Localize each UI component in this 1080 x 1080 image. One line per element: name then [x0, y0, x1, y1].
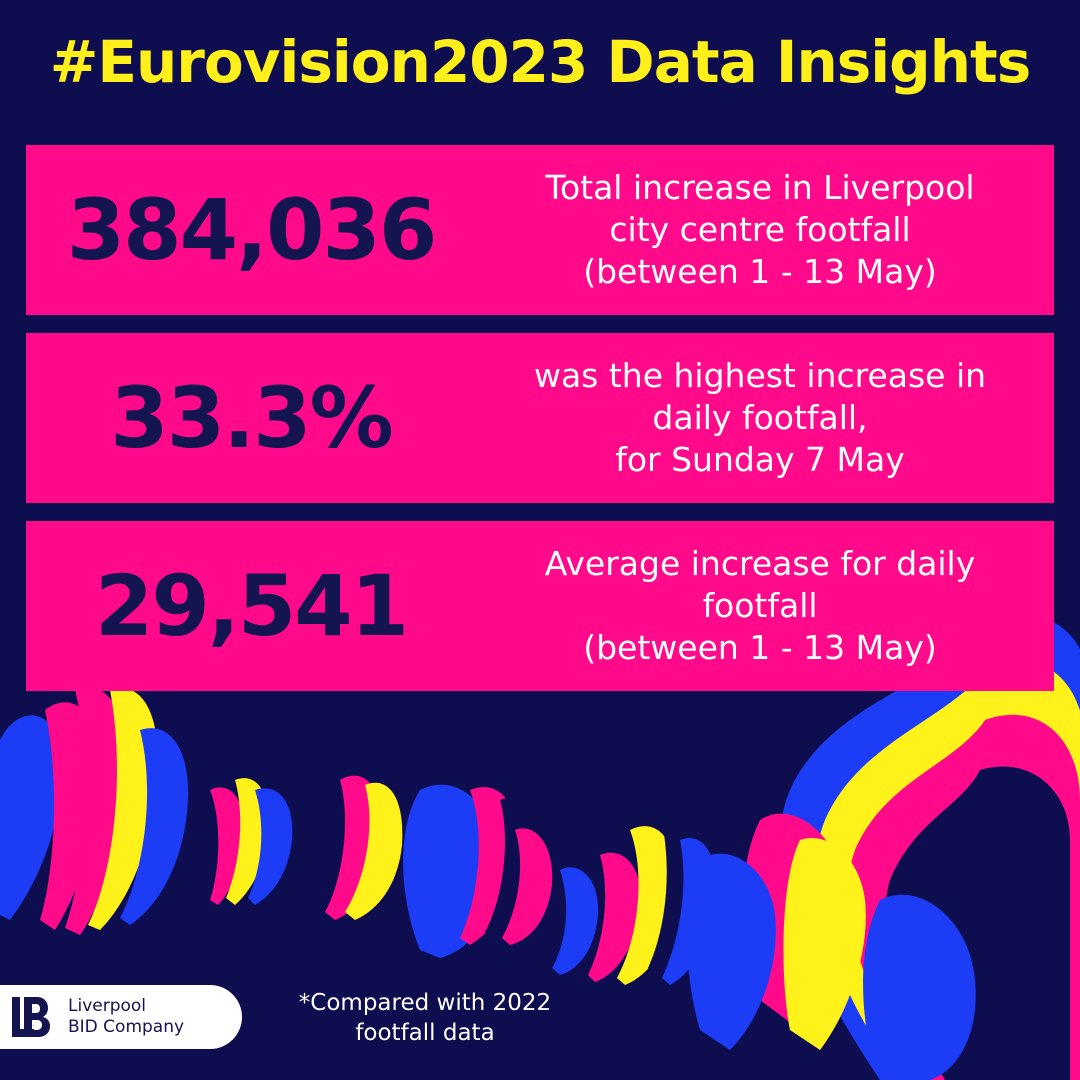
stat-description: Average increase for daily footfall (bet…	[544, 544, 976, 667]
liverpool-bid-logo-mark-icon	[12, 997, 50, 1037]
small-heart-slices	[0, 687, 716, 985]
logo-text: Liverpool BID Company	[68, 996, 185, 1037]
stat-card-total-increase: 384,036 Total increase in Liverpool city…	[26, 145, 1054, 315]
stat-card-average-increase: 29,541 Average increase for daily footfa…	[26, 521, 1054, 691]
large-heart-group	[686, 615, 1080, 1080]
stat-value: 384,036	[66, 181, 438, 279]
stat-card-highest-increase: 33.3% was the highest increase in daily …	[26, 333, 1054, 503]
stat-value: 33.3%	[110, 369, 393, 467]
stat-value: 29,541	[94, 557, 409, 655]
liverpool-bid-logo: Liverpool BID Company	[0, 985, 242, 1049]
page-title: #Eurovision2023 Data Insights	[49, 28, 1031, 96]
stat-description: Total increase in Liverpool city centre …	[545, 168, 975, 291]
stat-description: was the highest increase in daily footfa…	[533, 356, 987, 479]
footnote: *Compared with 2022 footfall data	[298, 990, 552, 1046]
